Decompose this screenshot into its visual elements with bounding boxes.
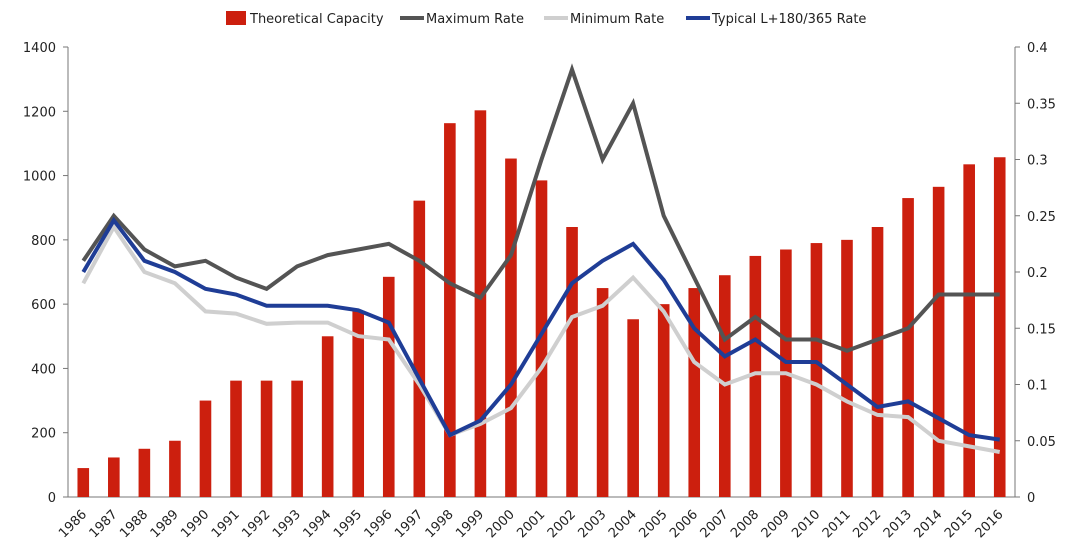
right-tick-label: 0.35 bbox=[1027, 97, 1056, 112]
left-tick-label: 1200 bbox=[23, 105, 56, 120]
x-tick-label: 1992 bbox=[239, 507, 273, 541]
typical-rate-line bbox=[81, 216, 1000, 442]
legend-label: Maximum Rate bbox=[426, 12, 524, 27]
x-tick-label: 1991 bbox=[209, 507, 243, 541]
x-tick-label: 2003 bbox=[575, 507, 609, 541]
capacity-bar bbox=[199, 400, 212, 497]
capacity-bar bbox=[932, 186, 945, 498]
left-tick-label: 200 bbox=[31, 427, 56, 442]
bar-series bbox=[77, 110, 1006, 498]
right-tick-label: 0.25 bbox=[1027, 210, 1056, 225]
legend-swatch bbox=[226, 11, 246, 25]
capacity-bar bbox=[321, 336, 334, 497]
line-series bbox=[81, 63, 1001, 454]
x-tick-label: 2011 bbox=[820, 507, 854, 541]
capacity-bar bbox=[566, 227, 578, 497]
left-tick-label: 600 bbox=[31, 298, 56, 313]
capacity-bar bbox=[871, 227, 884, 497]
left-tick-label: 0 bbox=[48, 491, 56, 506]
capacity-bar bbox=[993, 157, 1006, 497]
x-tick-label: 1988 bbox=[117, 507, 151, 541]
legend-item-typical-rate: Typical L+180/365 Rate bbox=[686, 12, 866, 27]
capacity-bar bbox=[382, 276, 395, 497]
legend-item-minimum-rate: Minimum Rate bbox=[544, 12, 664, 27]
capacity-bar bbox=[444, 123, 456, 497]
left-tick-label: 1400 bbox=[23, 41, 56, 56]
left-tick-label: 800 bbox=[31, 234, 56, 249]
legend: Theoretical Capacity Maximum Rate Minimum … bbox=[226, 11, 866, 27]
capacity-bar bbox=[413, 200, 426, 497]
x-tick-label: 2001 bbox=[514, 507, 548, 541]
right-tick-label: 0.3 bbox=[1027, 154, 1048, 169]
right-tick-label: 0 bbox=[1027, 491, 1035, 506]
x-tick-label: 2010 bbox=[789, 507, 823, 541]
minimum-rate-line bbox=[81, 223, 1001, 454]
capacity-bar bbox=[810, 243, 823, 497]
capacity-bar bbox=[77, 468, 90, 497]
capacity-bar bbox=[902, 198, 914, 498]
capacity-bar bbox=[535, 180, 548, 497]
x-tick-label: 1996 bbox=[362, 507, 396, 541]
legend-label: Minimum Rate bbox=[570, 12, 664, 27]
capacity-bar bbox=[596, 288, 609, 497]
left-tick-label: 400 bbox=[31, 362, 56, 377]
x-tick-label: 2013 bbox=[881, 507, 915, 541]
x-tick-label: 2012 bbox=[850, 507, 884, 541]
legend-label: Theoretical Capacity bbox=[249, 12, 384, 27]
x-tick-label: 2000 bbox=[484, 507, 518, 541]
capacity-bar bbox=[108, 457, 120, 497]
x-tick-label: 2002 bbox=[545, 507, 579, 541]
x-tick-label: 2004 bbox=[606, 507, 640, 541]
capacity-bar bbox=[260, 380, 273, 497]
x-tick-label: 2007 bbox=[698, 507, 732, 541]
capacity-bar bbox=[841, 239, 853, 497]
x-tick-label: 2009 bbox=[759, 507, 793, 541]
capacity-bar bbox=[505, 158, 517, 498]
right-tick-label: 0.15 bbox=[1027, 322, 1056, 337]
x-tick-label: 1998 bbox=[423, 507, 457, 541]
x-tick-label: 1989 bbox=[148, 507, 182, 541]
capacity-bar bbox=[688, 288, 701, 497]
legend-label: Typical L+180/365 Rate bbox=[711, 12, 866, 27]
x-tick-label: 2016 bbox=[973, 507, 1007, 541]
x-tick-label: 1993 bbox=[270, 507, 304, 541]
legend-item-maximum-rate: Maximum Rate bbox=[400, 12, 524, 27]
right-tick-label: 0.1 bbox=[1027, 379, 1048, 394]
capacity-bar bbox=[657, 304, 670, 497]
right-tick-label: 0.4 bbox=[1027, 41, 1048, 56]
capacity-bar bbox=[169, 440, 181, 497]
capacity-bar bbox=[230, 380, 242, 497]
x-tick-label: 1987 bbox=[87, 507, 121, 541]
x-tick-label: 1995 bbox=[331, 507, 365, 541]
legend-item-theoretical-capacity: Theoretical Capacity bbox=[226, 11, 384, 27]
right-tick-label: 0.2 bbox=[1027, 266, 1048, 281]
x-tick-label: 2008 bbox=[728, 507, 762, 541]
capacity-bar bbox=[749, 255, 762, 497]
capacity-bar bbox=[963, 164, 975, 498]
capacity-bar bbox=[627, 319, 639, 497]
capacity-bar bbox=[352, 310, 365, 497]
x-tick-label: 2006 bbox=[667, 507, 701, 541]
x-tick-label: 2005 bbox=[637, 507, 671, 541]
capacity-bar bbox=[474, 110, 487, 498]
x-tick-label: 2014 bbox=[911, 507, 945, 541]
x-tick-label: 2015 bbox=[942, 507, 976, 541]
capacity-bar bbox=[291, 380, 303, 497]
maximum-rate-line bbox=[81, 63, 1000, 353]
capacity-bar bbox=[138, 448, 151, 497]
x-tick-label: 1986 bbox=[56, 507, 90, 541]
x-tick-label: 1997 bbox=[392, 507, 426, 541]
x-tick-label: 1990 bbox=[178, 507, 212, 541]
left-tick-label: 1000 bbox=[23, 170, 56, 185]
right-tick-label: 0.05 bbox=[1027, 435, 1056, 450]
x-tick-label: 1999 bbox=[453, 507, 487, 541]
x-tick-label: 1994 bbox=[300, 507, 334, 541]
